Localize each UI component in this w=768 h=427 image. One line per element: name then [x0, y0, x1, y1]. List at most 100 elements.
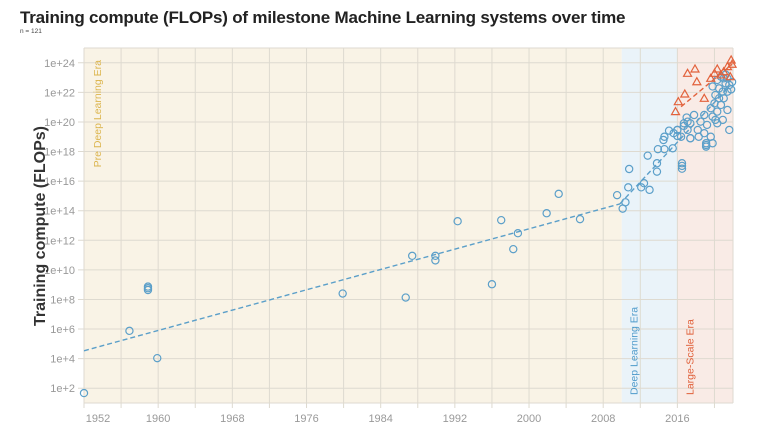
- data-point-circle: [723, 105, 732, 115]
- x-tick-label: 1952: [86, 413, 110, 425]
- data-points: [79, 54, 738, 398]
- y-tick-label: 1e+20: [44, 117, 75, 129]
- data-point-triangle: [691, 76, 702, 86]
- data-point-circle: [683, 125, 692, 135]
- data-point-circle: [713, 107, 722, 116]
- x-tick-label: 1976: [294, 413, 318, 425]
- y-tick-label: 1e+8: [50, 294, 75, 306]
- x-tick-label: 2008: [591, 413, 615, 425]
- data-point-circle: [554, 189, 563, 199]
- sample-size-label: n = 121: [20, 28, 42, 35]
- x-tick-label: 2000: [517, 413, 541, 425]
- data-point-circle: [624, 164, 634, 174]
- data-point-circle: [694, 132, 703, 141]
- data-point-circle: [702, 120, 712, 130]
- data-point-circle: [727, 77, 737, 87]
- y-axis-label: Training compute (FLOPs): [32, 126, 49, 326]
- y-tick-label: 1e+24: [44, 58, 75, 70]
- data-point-circle: [686, 134, 695, 143]
- y-tick-label: 1e+22: [44, 87, 75, 99]
- data-point-triangle: [725, 71, 736, 81]
- data-point-circle: [431, 256, 440, 265]
- data-point-circle: [497, 215, 506, 225]
- x-axis-ticks: 1952 1960 1968 1976 1984 1992 2000 2008 2016: [86, 413, 690, 425]
- data-point-circle: [639, 178, 649, 188]
- data-point-circle: [624, 183, 633, 192]
- data-point-circle: [669, 128, 678, 138]
- gridlines: [78, 47, 734, 408]
- data-point-circle: [708, 82, 717, 91]
- data-point-triangle: [689, 63, 701, 73]
- y-tick-label: 1e+2: [50, 383, 75, 395]
- data-point-circle: [677, 161, 687, 171]
- data-point-circle: [637, 183, 646, 192]
- data-point-circle: [612, 190, 622, 200]
- data-point-circle: [338, 289, 347, 298]
- y-tick-label: 1e+10: [44, 265, 75, 277]
- data-point-triangle: [679, 88, 690, 98]
- data-point-circle: [509, 244, 518, 254]
- x-tick-label: 1968: [220, 413, 244, 425]
- data-point-circle: [575, 214, 585, 224]
- y-tick-label: 1e+6: [50, 324, 75, 336]
- data-point-circle: [696, 117, 705, 126]
- trend-line: [83, 203, 621, 352]
- data-point-circle: [660, 144, 669, 154]
- era-band: [84, 48, 622, 403]
- data-point-circle: [659, 135, 668, 145]
- data-point-circle: [143, 285, 153, 295]
- x-tick-label: 1984: [368, 413, 392, 425]
- data-point-circle: [125, 326, 134, 336]
- data-point-triangle: [718, 66, 729, 76]
- data-point-circle: [453, 217, 462, 226]
- trend-line: [680, 63, 733, 108]
- y-tick-label: 1e+16: [44, 176, 75, 188]
- data-point-triangle: [727, 59, 738, 68]
- data-point-circle: [682, 113, 691, 122]
- x-tick-label: 1960: [146, 413, 170, 425]
- era-label: Deep Learning Era: [629, 307, 641, 395]
- data-point-triangle: [699, 93, 710, 102]
- y-tick-label: 1e+14: [44, 206, 75, 218]
- data-point-circle: [143, 282, 153, 291]
- data-point-circle: [711, 115, 720, 125]
- data-point-circle: [676, 132, 686, 141]
- data-point-circle: [677, 164, 687, 173]
- data-point-circle: [79, 388, 89, 398]
- data-point-circle: [645, 185, 654, 195]
- data-point-circle: [542, 209, 551, 218]
- data-point-circle: [652, 167, 662, 176]
- data-point-circle: [660, 132, 669, 141]
- y-tick-label: 1e+4: [50, 354, 75, 366]
- era-band: [621, 48, 678, 403]
- data-point-triangle: [670, 106, 681, 116]
- data-point-triangle: [682, 68, 693, 77]
- chart-title: Training compute (FLOPs) of milestone Ma…: [20, 8, 626, 27]
- data-point-circle: [652, 159, 662, 168]
- data-point-triangle: [712, 63, 723, 73]
- data-point-triangle: [709, 68, 720, 77]
- data-point-circle: [643, 151, 652, 160]
- data-point-circle: [689, 110, 699, 120]
- y-tick-label: 1e+18: [44, 147, 75, 159]
- data-point-circle: [621, 198, 630, 207]
- data-point-circle: [653, 144, 663, 154]
- data-point-circle: [401, 293, 410, 302]
- data-point-circle: [701, 140, 711, 150]
- data-point-circle: [677, 159, 687, 168]
- data-point-circle: [725, 125, 734, 135]
- data-point-circle: [408, 251, 417, 261]
- y-axis-ticks: 1e+2 1e+4 1e+6 1e+8 1e+10 1e+12 1e+14 1e+16 1e+1…: [44, 58, 75, 395]
- data-point-circle: [513, 228, 523, 238]
- data-point-circle: [153, 353, 162, 363]
- era-labels: Pre Deep Learning Era Deep Learning Era La…: [92, 60, 696, 395]
- era-label: Pre Deep Learning Era: [92, 60, 104, 168]
- data-point-circle: [487, 280, 497, 289]
- data-point-circle: [714, 94, 724, 103]
- data-point-circle: [668, 144, 677, 153]
- era-label: Large-Scale Era: [684, 319, 696, 395]
- x-tick-label: 1992: [443, 413, 467, 425]
- data-point-circle: [431, 251, 440, 261]
- data-point-triangle: [673, 96, 684, 106]
